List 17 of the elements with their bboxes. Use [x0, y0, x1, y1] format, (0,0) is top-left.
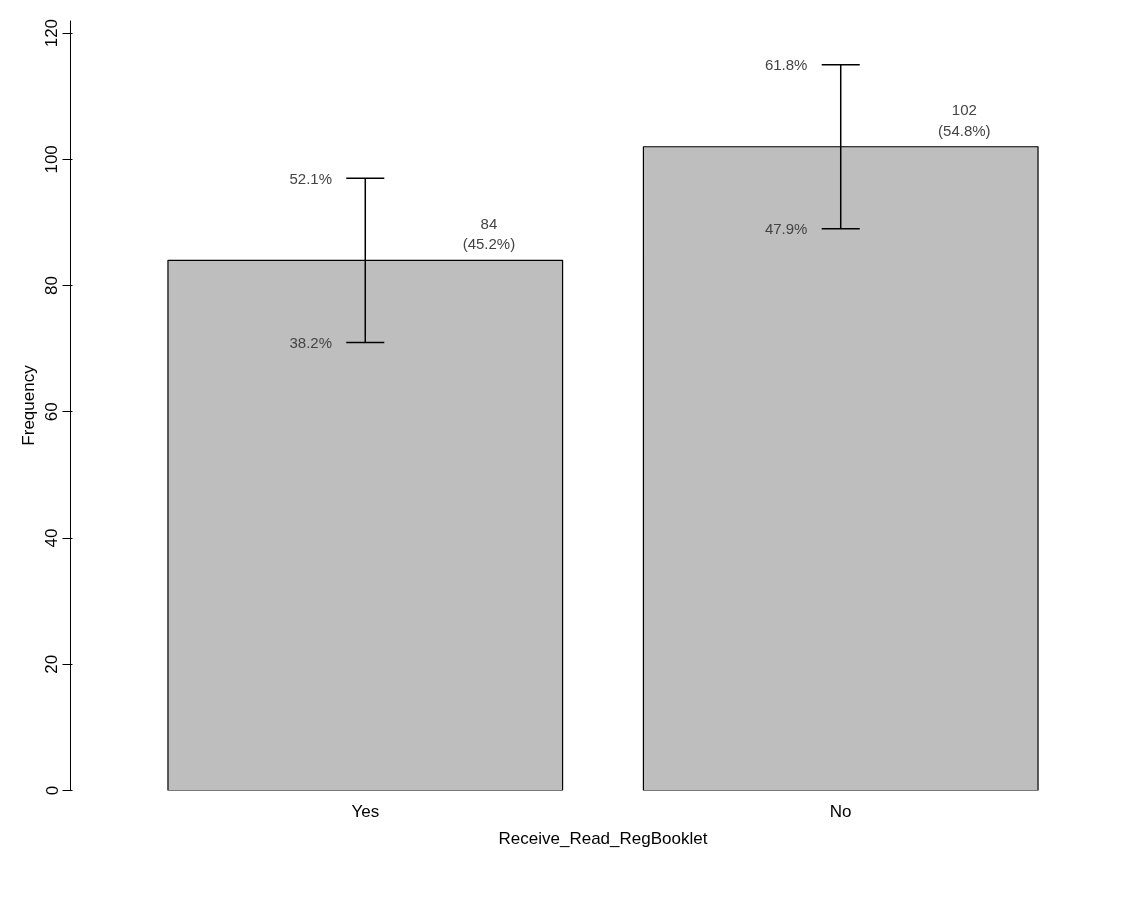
y-axis-title: Frequency: [18, 364, 38, 446]
x-tick-label: No: [829, 801, 852, 821]
y-tick-label: 60: [42, 402, 62, 422]
y-tick-label: 80: [42, 276, 62, 296]
y-tick-label: 100: [42, 145, 62, 174]
y-tick-label: 0: [42, 785, 62, 796]
data-label: 102 (54.8%): [938, 101, 991, 139]
annotation: 61.8%: [764, 56, 808, 74]
y-tick-label: 120: [42, 18, 62, 48]
x-axis-title: Receive_Read_RegBooklet: [498, 828, 708, 848]
x-tick-label: Yes: [351, 801, 380, 821]
data-label: 84 (45.2%): [462, 214, 516, 253]
annotation: 38.2%: [289, 333, 333, 351]
annotation: 52.1%: [289, 169, 333, 187]
y-tick-label: 40: [42, 528, 62, 548]
y-tick-label: 20: [42, 654, 62, 674]
annotation: 47.9%: [764, 220, 808, 238]
